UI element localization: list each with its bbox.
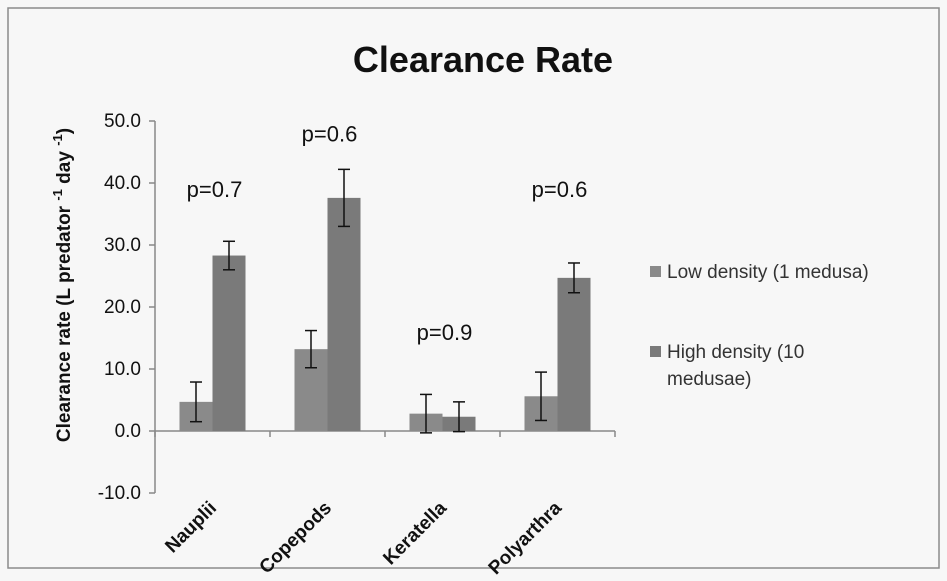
y-tick-label: 10.0	[104, 359, 141, 380]
p-value-annotation: p=0.9	[417, 320, 473, 345]
chart-frame	[7, 7, 940, 569]
legend-label: Low density (1 medusa)	[667, 262, 869, 283]
y-tick-label: 50.0	[104, 111, 141, 132]
legend-label: medusae)	[667, 369, 752, 390]
legend-swatch	[650, 266, 661, 277]
bar	[557, 277, 591, 431]
y-tick-label: -10.0	[98, 483, 141, 504]
y-tick-label: 40.0	[104, 173, 141, 194]
legend: Low density (1 medusa) High density (10 me…	[650, 262, 869, 390]
y-axis-label: Clearance rate (L predator -1 day -1)	[50, 128, 75, 442]
legend-label: High density (10	[667, 342, 804, 363]
y-axis-title: Clearance rate (L predator -1 day -1)	[50, 128, 75, 442]
p-value-annotation: p=0.6	[302, 121, 358, 146]
bar	[327, 197, 361, 431]
chart-title: Clearance Rate	[353, 39, 613, 80]
legend-swatch	[650, 346, 661, 357]
p-value-annotation: p=0.6	[532, 177, 588, 202]
y-tick-label: 0.0	[115, 421, 141, 442]
y-tick-label: 30.0	[104, 235, 141, 256]
y-tick-label: 20.0	[104, 297, 141, 318]
p-value-annotation: p=0.7	[187, 177, 243, 202]
bar	[212, 255, 246, 431]
